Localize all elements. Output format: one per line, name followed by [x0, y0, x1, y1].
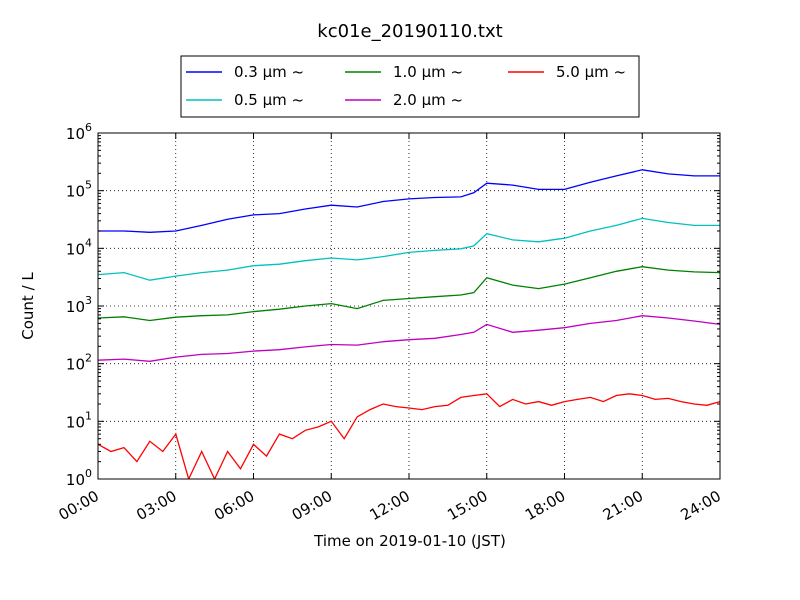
series-line-3: [98, 266, 720, 322]
y-tick-exponent: 0: [85, 467, 92, 480]
legend-label: 0.3 μm ~: [234, 63, 304, 81]
y-tick-exponent: 1: [85, 409, 92, 422]
legend-label: 2.0 μm ~: [393, 91, 463, 109]
legend-label: 0.5 μm ~: [234, 91, 304, 109]
legend: 0.3 μm ~ 0.5 μm ~ 1.0 μm ~ 2.0 μm ~ 5.0 μm ~: [180, 55, 640, 118]
chart-title: kc01e_20190110.txt: [317, 21, 502, 42]
y-tick-exponent: 3: [85, 294, 92, 307]
series-line-1: [98, 169, 720, 233]
x-axis-label: Time on 2019-01-10 (JST): [313, 532, 506, 550]
y-tick-exponent: 2: [85, 352, 92, 365]
grid: [98, 133, 720, 479]
y-tick-exponent: 5: [85, 179, 92, 192]
series-line-5: [98, 393, 720, 479]
y-tick-exponent: 4: [85, 236, 92, 249]
series-line-2: [98, 217, 720, 281]
y-tick-exponent: 6: [85, 121, 92, 134]
legend-label: 5.0 μm ~: [556, 63, 626, 81]
legend-box: [180, 55, 640, 118]
series-line-4: [98, 315, 720, 362]
legend-label: 1.0 μm ~: [393, 63, 463, 81]
y-axis-label: Count / L: [19, 272, 37, 340]
series-layer: [98, 169, 720, 479]
